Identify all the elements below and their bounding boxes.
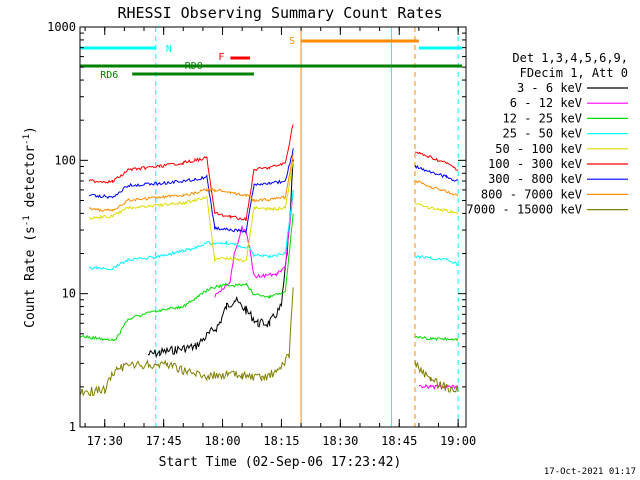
series-line (88, 190, 294, 271)
date-stamp: 17-Oct-2021 01:17 (544, 467, 636, 477)
x-tick-label: 18:15 (263, 434, 299, 448)
series-line (88, 161, 294, 263)
y-axis: 1 10 100 1000 (47, 20, 466, 434)
series-line (414, 164, 459, 182)
y-tick-label: 100 (54, 153, 76, 167)
plot-frame (79, 26, 467, 428)
legend-header-2: FDecim 1, Att 0 (520, 66, 628, 80)
series-line (414, 180, 459, 197)
legend-item-label: 50 - 100 keV (495, 142, 582, 156)
legend-item-label: 300 - 800 keV (488, 172, 582, 186)
legend-header-1: Det 1,3,4,5,6,9, (512, 51, 628, 65)
x-tick-label: 17:45 (146, 434, 182, 448)
series-line (414, 360, 459, 393)
x-tick-label: 17:30 (87, 434, 123, 448)
series-line (80, 213, 294, 342)
x-tick-label: 19:00 (440, 434, 476, 448)
series-line (414, 335, 459, 342)
y-tick-label: 1 (69, 420, 76, 434)
series-line (88, 148, 294, 234)
y-axis-label-sup2: -1 (22, 134, 32, 145)
x-tick-label: 18:00 (204, 434, 240, 448)
legend-item-label: 25 - 50 keV (503, 127, 582, 141)
legend-item-label: 12 - 25 keV (503, 111, 582, 125)
x-tick-label: 18:30 (322, 434, 358, 448)
legend: Det 1,3,4,5,6,9, FDecim 1, Att 0 3 - 6 k… (466, 51, 628, 217)
series-line (88, 153, 294, 212)
legend-item-label: 800 - 7000 keV (481, 187, 582, 201)
state-bar-label: F (218, 52, 224, 63)
state-bar-label: N (166, 44, 172, 55)
series-line (80, 287, 294, 397)
series-line (414, 203, 459, 215)
series-line (147, 159, 294, 359)
y-axis-label-mid: detector (23, 145, 38, 216)
y-axis-label-end: ) (23, 126, 38, 134)
legend-item-label: 6 - 12 keV (510, 96, 582, 110)
legend-item-label: 3 - 6 keV (517, 81, 582, 95)
x-axis-label: Start Time (02-Sep-06 17:23:42) (159, 455, 402, 470)
state-bar-label: S (289, 36, 295, 47)
series-line (214, 190, 294, 298)
y-axis-label-main: Count Rate (s (23, 226, 38, 328)
series-line (414, 255, 459, 267)
y-tick-label: 10 (62, 287, 76, 301)
y-tick-label: 1000 (47, 20, 76, 34)
y-axis-label-sup1: -1 (22, 215, 32, 226)
chart-title: RHESSI Observing Summary Count Rates (117, 4, 442, 22)
x-axis: 17:30 17:45 18:00 18:15 18:30 18:45 19:00 (84, 27, 476, 448)
series-line (88, 124, 294, 222)
legend-item-label: 100 - 300 keV (488, 157, 582, 171)
series-line (414, 151, 459, 171)
x-tick-label: 18:45 (381, 434, 417, 448)
legend-item-label: 7000 - 15000 keV (466, 203, 582, 217)
state-bar-label: RD6 (100, 70, 118, 81)
y-axis-label: Count Rate (s-1 detector-1) (22, 126, 38, 328)
